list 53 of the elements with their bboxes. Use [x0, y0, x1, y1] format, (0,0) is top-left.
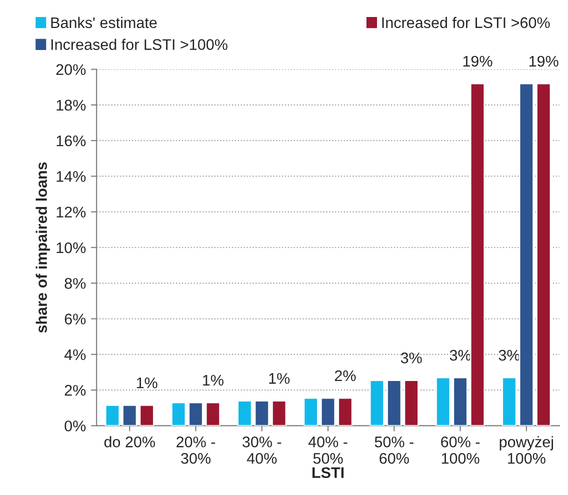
y-tick-label: 14% [56, 171, 86, 182]
bar [338, 397, 353, 426]
x-tick-label: powyżej 100% [500, 436, 553, 464]
y-tick-label: 18% [56, 100, 86, 111]
bar [320, 397, 336, 426]
bar [188, 402, 204, 426]
data-label: 2% [334, 370, 356, 382]
data-label: 3% [400, 352, 422, 364]
bar [502, 376, 517, 426]
y-tick-label: 12% [56, 206, 86, 218]
y-tick-label: 4% [64, 349, 86, 360]
x-tick-label: 20% - 30% [176, 436, 216, 464]
data-label: 1% [203, 374, 224, 386]
data-label: 19% [463, 56, 492, 67]
bar [452, 376, 468, 426]
data-label: 3% [498, 350, 520, 361]
bar [237, 400, 252, 426]
y-tick-label: 2% [64, 384, 86, 396]
y-axis-title: share of impaired loans [36, 162, 50, 333]
bar [170, 402, 186, 426]
bar [470, 82, 486, 426]
data-label: 3% [450, 350, 471, 361]
bar [272, 400, 287, 426]
data-label: 19% [529, 56, 558, 67]
bar [122, 404, 138, 426]
data-label: 1% [269, 373, 290, 384]
legend-label: Banks' estimate [51, 16, 157, 28]
y-tick-label: 16% [56, 135, 86, 146]
bar [254, 400, 270, 426]
x-tick-label: 40% - 50% [308, 436, 348, 464]
x-tick-label: 30% - 40% [242, 436, 282, 464]
bar [386, 380, 402, 426]
y-tick-label: 20% [56, 64, 86, 75]
y-tick-label: 6% [64, 314, 86, 324]
bar [436, 376, 451, 426]
y-tick-label: 8% [64, 278, 86, 289]
y-tick-label: 10% [56, 242, 86, 254]
bar [139, 404, 154, 426]
bar [404, 380, 419, 426]
bar [518, 82, 534, 426]
legend-label: Increased for LSTI >60% [382, 16, 550, 28]
x-axis-title: LSTI [312, 467, 344, 478]
y-tick-label: 0% [64, 420, 86, 432]
x-tick-label: do 20% [104, 436, 155, 448]
x-tick-label: 50% - 60% [374, 436, 414, 464]
legend-label: Increased for LSTI >100% [51, 38, 228, 50]
data-label: 1% [136, 378, 158, 388]
bar [303, 397, 318, 426]
bar [205, 402, 221, 426]
bar [536, 82, 552, 426]
bar [104, 404, 120, 426]
bar [369, 380, 385, 426]
x-tick-label: 60% - 100% [441, 436, 480, 464]
